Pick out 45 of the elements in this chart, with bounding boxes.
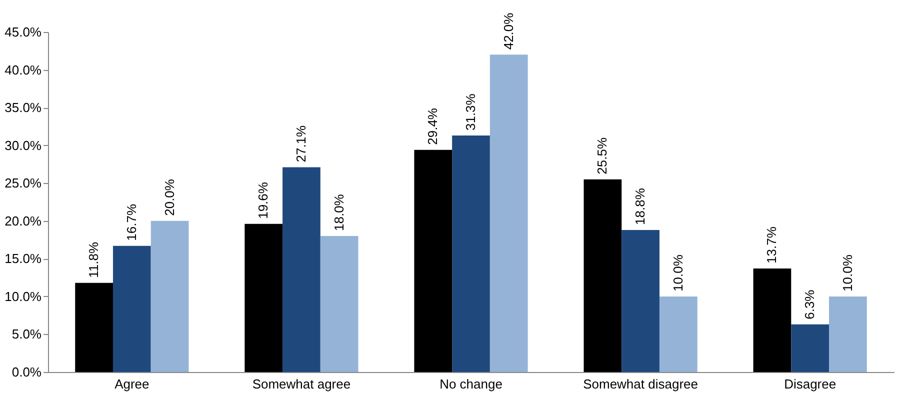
y-tick-label: 15.0% <box>4 251 42 266</box>
bar <box>829 296 867 372</box>
y-tick-label: 25.0% <box>4 176 42 191</box>
data-label: 27.1% <box>293 124 308 162</box>
data-label: 18.8% <box>632 188 648 225</box>
data-label: 16.7% <box>124 204 139 241</box>
data-label: 13.7% <box>764 226 780 264</box>
bar <box>150 220 189 372</box>
y-tick-label: 30.0% <box>4 138 42 153</box>
data-label: 6.3% <box>802 289 818 320</box>
bar <box>452 136 490 372</box>
bar <box>282 167 320 372</box>
bar <box>75 282 113 372</box>
y-tick-label: 45.0% <box>4 24 42 40</box>
x-tick-label: Somewhat agree <box>252 376 351 392</box>
y-tick-label: 10.0% <box>4 288 42 304</box>
y-tick-label: 35.0% <box>4 100 42 116</box>
y-tick-label: 5.0% <box>12 326 42 342</box>
data-label: 20.0% <box>162 178 177 216</box>
bar <box>320 236 358 372</box>
data-label: 10.0% <box>840 254 855 292</box>
y-tick-label: 0.0% <box>12 364 42 380</box>
data-label: 18.0% <box>331 194 346 231</box>
bar <box>244 224 283 372</box>
bar <box>791 324 830 372</box>
bar <box>622 230 660 372</box>
data-label: 25.5% <box>594 137 610 174</box>
bar <box>414 150 452 372</box>
y-tick-label: 40.0% <box>4 62 42 78</box>
bar <box>112 246 151 372</box>
data-label: 10.0% <box>670 254 686 292</box>
bar <box>659 296 698 372</box>
data-label: 19.6% <box>256 182 271 219</box>
y-tick-label: 20.0% <box>4 213 42 228</box>
x-tick-label: Disagree <box>784 376 836 392</box>
data-label: 31.3% <box>463 93 478 131</box>
x-tick-label: Agree <box>114 376 150 392</box>
x-tick-label: Somewhat disagree <box>583 376 698 392</box>
bar <box>490 54 528 372</box>
bar <box>584 179 622 372</box>
data-label: 29.4% <box>425 108 440 145</box>
data-label: 11.8% <box>86 242 102 278</box>
data-label: 42.0% <box>500 12 516 50</box>
bar <box>753 268 792 372</box>
x-tick-label: No change <box>440 376 502 392</box>
